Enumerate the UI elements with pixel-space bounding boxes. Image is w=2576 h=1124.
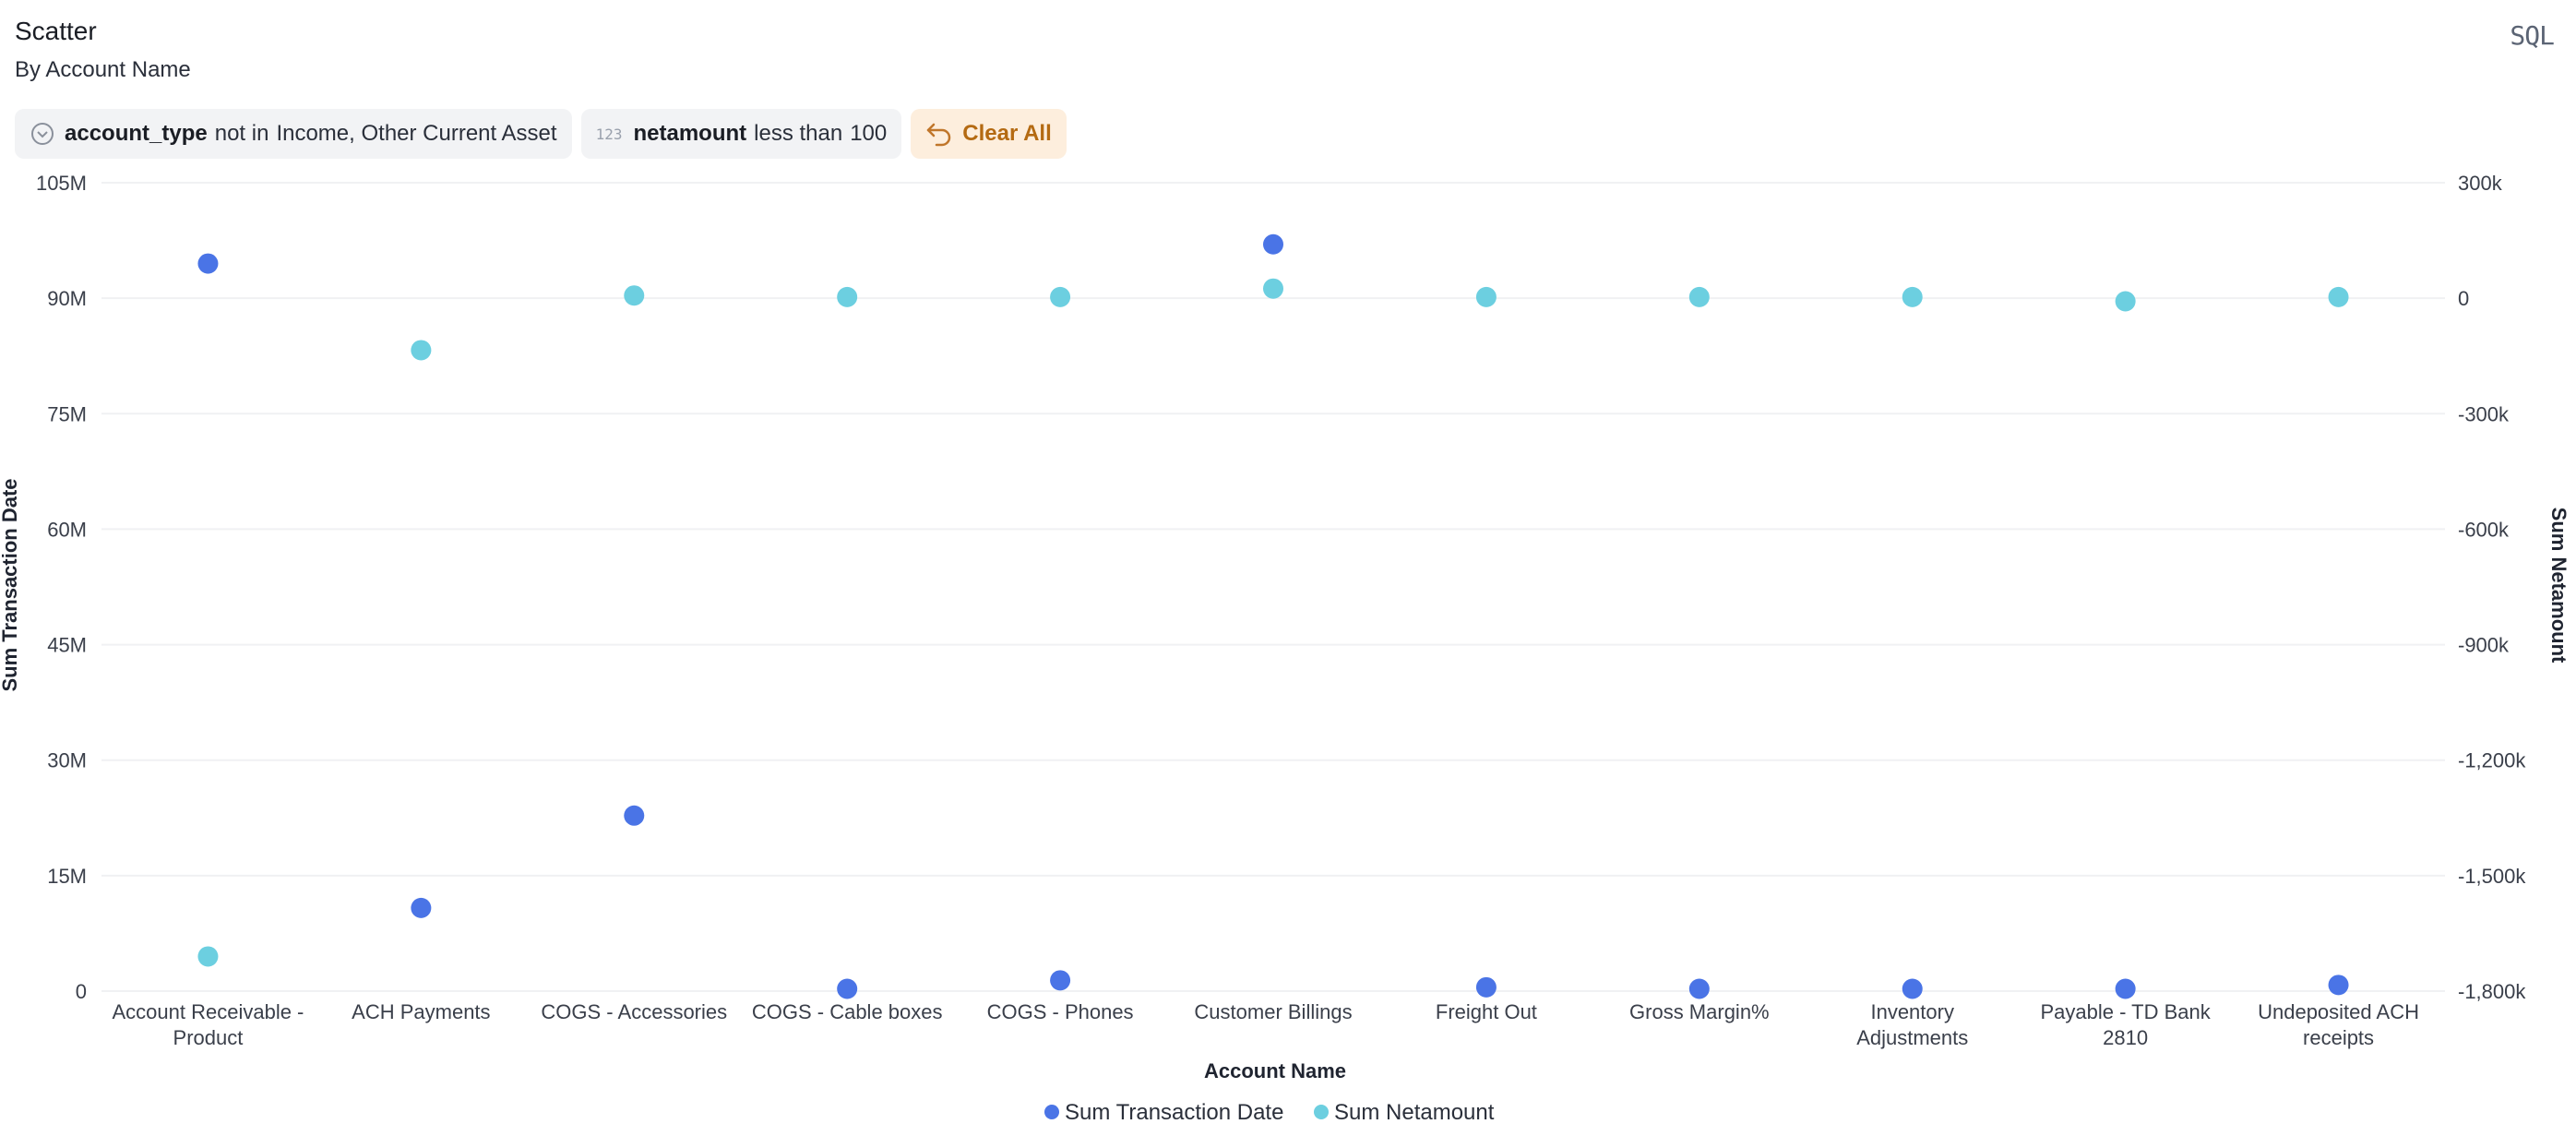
data-point-1[interactable]: [1688, 978, 1710, 999]
x-tick-label: Freight Out: [1436, 1000, 1537, 1023]
data-point-2[interactable]: [1475, 286, 1497, 307]
undo-arrow-icon: [925, 121, 953, 147]
legend: Sum Transaction Date Sum Netamount: [1044, 1100, 1495, 1124]
y-tick-label: 90M: [47, 287, 87, 310]
x-axis-title: Account Name: [1204, 1059, 1346, 1082]
chart-subtitle: By Account Name: [15, 57, 191, 82]
x-tick-label: Customer Billings: [1194, 1000, 1352, 1023]
filter-condition: not in: [214, 121, 269, 146]
y-axis-title: Sum Transaction Date: [0, 478, 21, 691]
y-axis-left: 0 15M 30M 45M 60M 75M 90M 105M: [36, 172, 87, 1003]
y-tick-label: 15M: [47, 865, 87, 888]
y-tick-label: 45M: [47, 634, 87, 657]
data-point-1[interactable]: [197, 253, 219, 274]
data-point-2[interactable]: [837, 286, 858, 307]
filter-condition: less than: [754, 121, 843, 146]
data-point-2[interactable]: [2115, 291, 2136, 312]
legend-swatch: [1314, 1105, 1329, 1119]
y2-tick-label: -900k: [2458, 634, 2510, 657]
filter-value: 100: [850, 121, 888, 146]
data-point-2[interactable]: [197, 946, 219, 967]
data-point-2[interactable]: [1902, 286, 1923, 307]
filter-field: account_type: [65, 121, 208, 146]
filter-value: Income, Other Current Asset: [276, 121, 557, 146]
y2-tick-label: -1,500k: [2458, 865, 2526, 888]
legend-label: Sum Netamount: [1334, 1100, 1495, 1124]
filter-chip-netamount[interactable]: 123 netamount less than 100: [580, 109, 902, 159]
data-point-2[interactable]: [1263, 278, 1283, 299]
data-point-1[interactable]: [2328, 975, 2349, 996]
x-tick-label: COGS - Accessories: [541, 1000, 727, 1023]
data-point-1[interactable]: [411, 897, 432, 918]
y-tick-label: 75M: [47, 402, 87, 425]
y-tick-label: 60M: [47, 518, 87, 541]
data-point-1[interactable]: [624, 805, 645, 826]
sql-button[interactable]: SQL: [2510, 20, 2555, 51]
y2-tick-label: 300k: [2458, 172, 2503, 195]
y2-tick-label: -600k: [2458, 518, 2510, 541]
legend-swatch: [1044, 1105, 1059, 1119]
data-point-1[interactable]: [1263, 233, 1283, 255]
data-point-1[interactable]: [837, 978, 858, 999]
chart-title: Scatter: [15, 17, 97, 45]
legend-item-series-2[interactable]: Sum Netamount: [1314, 1100, 1495, 1124]
data-points: [197, 233, 2349, 999]
x-tick-label: Gross Margin%: [1629, 1000, 1770, 1023]
data-point-2[interactable]: [624, 285, 645, 306]
y2-tick-label: -1,200k: [2458, 749, 2526, 772]
y2-axis-title: Sum Netamount: [2547, 508, 2570, 664]
x-tick-label: Undeposited ACH receipts: [2258, 1000, 2419, 1049]
filter-bar: account_type not in Income, Other Curren…: [15, 109, 1067, 159]
x-tick-label: COGS - Phones: [987, 1000, 1134, 1023]
x-tick-label: Payable - TD Bank 2810: [2041, 1000, 2212, 1049]
y2-tick-label: 0: [2458, 287, 2469, 310]
x-tick-label: Account Receivable -Product: [113, 1000, 304, 1049]
filter-field: netamount: [633, 121, 747, 146]
data-point-2[interactable]: [1050, 286, 1071, 307]
x-tick-label: Inventory Adjustments: [1856, 1000, 1968, 1049]
clear-all-label: Clear All: [962, 121, 1052, 146]
x-tick-label: COGS - Cable boxes: [752, 1000, 943, 1023]
data-point-2[interactable]: [1688, 286, 1710, 307]
x-axis: Account Receivable -Product ACH Payments C…: [113, 1000, 2419, 1049]
data-point-1[interactable]: [1050, 970, 1071, 991]
data-point-1[interactable]: [1902, 978, 1923, 999]
y-axis-right: -1,800k -1,500k -1,200k -900k -600k -300k 0 300…: [2458, 172, 2526, 1003]
data-point-2[interactable]: [411, 340, 432, 361]
chevron-down-circle-icon: [30, 121, 55, 147]
y-tick-label: 30M: [47, 749, 87, 772]
legend-label: Sum Transaction Date: [1065, 1100, 1283, 1124]
data-point-2[interactable]: [2328, 286, 2349, 307]
data-point-1[interactable]: [1475, 976, 1497, 998]
clear-all-button[interactable]: Clear All: [911, 109, 1067, 159]
legend-item-series-1[interactable]: Sum Transaction Date: [1044, 1100, 1283, 1124]
y2-tick-label: -300k: [2458, 402, 2510, 425]
grid-lines: [101, 182, 2445, 992]
y-tick-label: 0: [76, 980, 87, 1003]
y-tick-label: 105M: [36, 172, 87, 195]
x-tick-label: ACH Payments: [352, 1000, 490, 1023]
y2-tick-label: -1,800k: [2458, 980, 2526, 1003]
filter-chip-account-type[interactable]: account_type not in Income, Other Curren…: [15, 109, 572, 159]
data-point-1[interactable]: [2115, 978, 2136, 999]
number-123-icon: 123: [595, 125, 623, 143]
